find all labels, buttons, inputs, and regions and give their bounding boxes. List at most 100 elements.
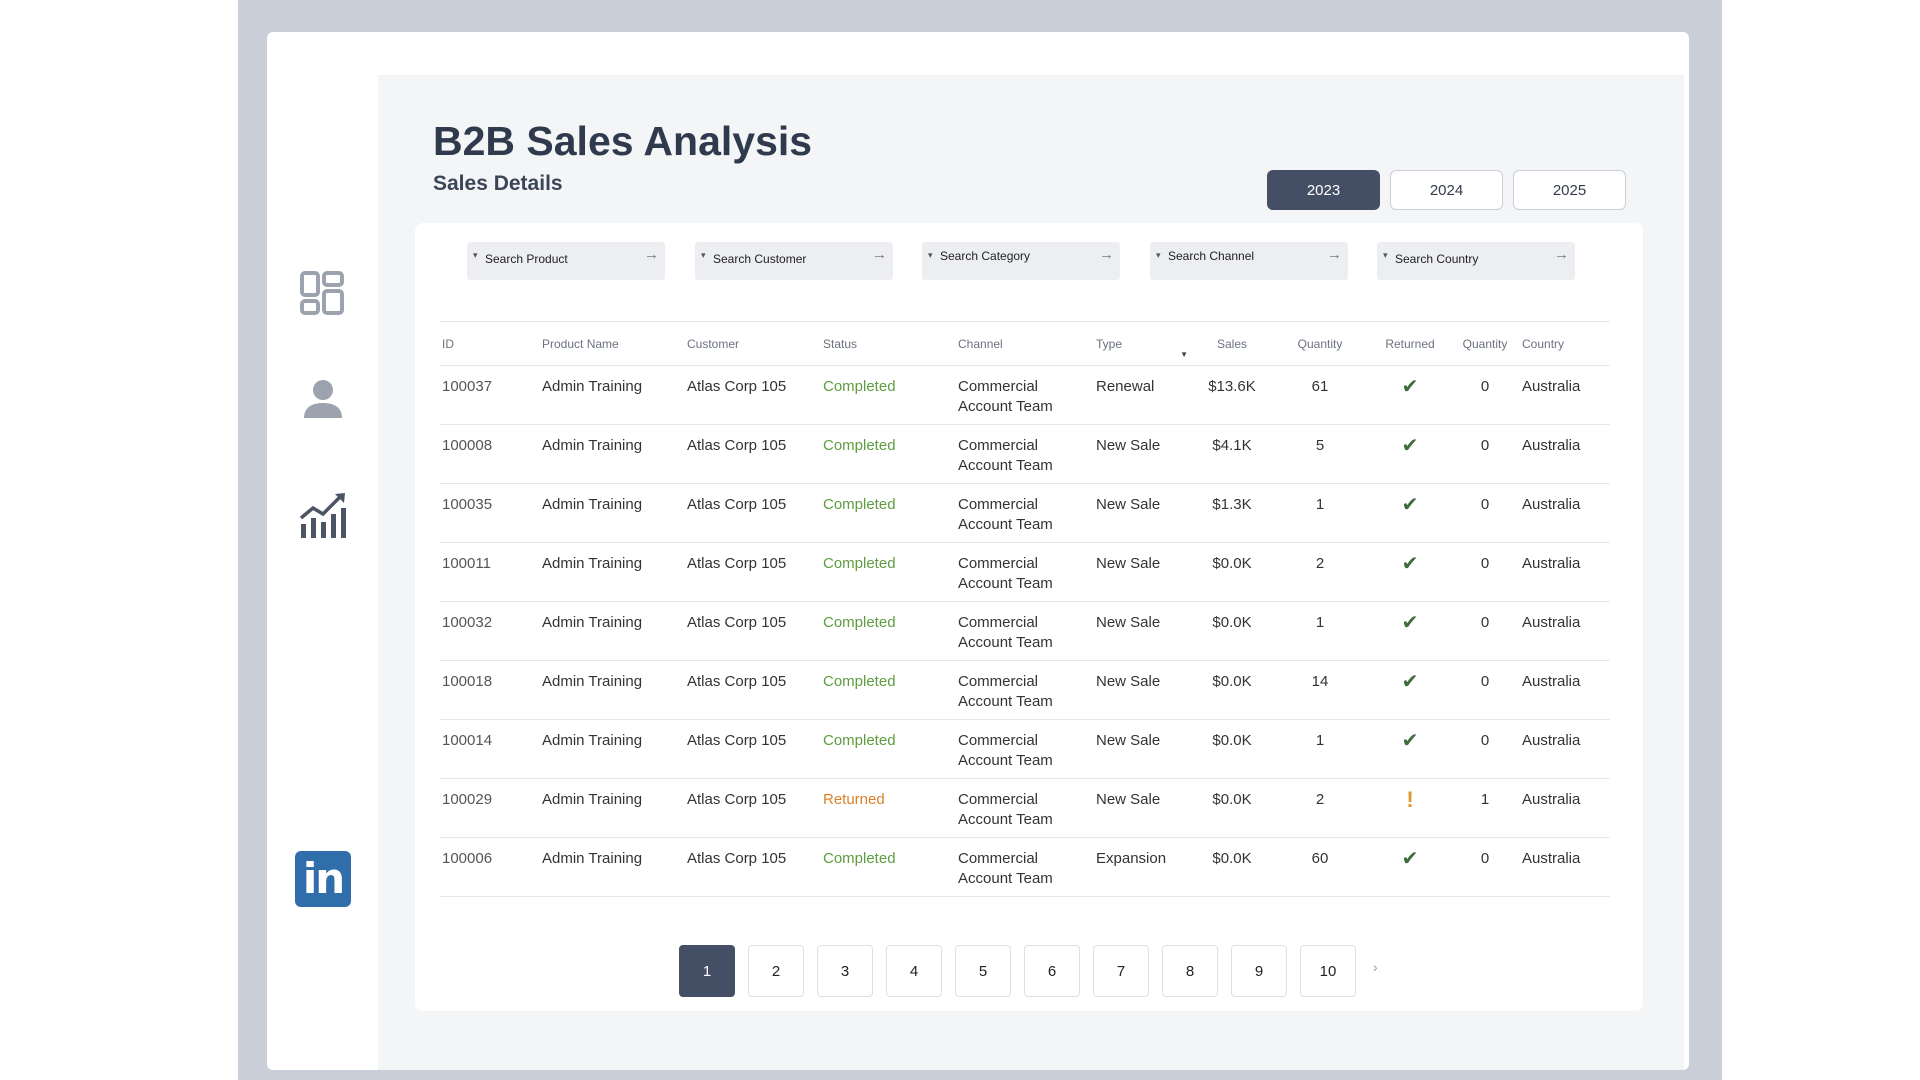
column-header-id[interactable]: ID bbox=[440, 321, 540, 366]
channel-line-2: Account Team bbox=[958, 398, 1053, 415]
check-icon: ✔ bbox=[1401, 848, 1419, 870]
cell-customer: Atlas Corp 105 bbox=[685, 778, 821, 838]
channel-line-1: Commercial bbox=[958, 732, 1039, 749]
page-button-1[interactable]: 1 bbox=[679, 945, 735, 997]
page-subtitle: Sales Details bbox=[433, 172, 563, 195]
cell-product: Admin Training bbox=[540, 719, 685, 779]
table-row[interactable]: 100037 Admin Training Atlas Corp 105 Comple… bbox=[440, 365, 1610, 425]
page-button-6[interactable]: 6 bbox=[1024, 945, 1080, 997]
column-header-type-label: Type bbox=[1096, 336, 1123, 351]
user-icon[interactable] bbox=[297, 374, 349, 426]
chevron-down-icon: ▾ bbox=[1156, 250, 1161, 260]
cell-returned-quantity: 0 bbox=[1450, 424, 1520, 484]
cell-type: New Sale bbox=[1094, 424, 1194, 484]
search-category-input[interactable]: ▾ Search Category → bbox=[922, 242, 1120, 280]
cell-channel: Commercial Account Team bbox=[956, 837, 1094, 897]
table-row[interactable]: 100011 Admin Training Atlas Corp 105 Comple… bbox=[440, 542, 1610, 602]
cell-sales: $0.0K bbox=[1194, 778, 1270, 838]
search-customer-input[interactable]: ▾ Search Customer → bbox=[695, 242, 893, 280]
table-row[interactable]: 100029 Admin Training Atlas Corp 105 Return… bbox=[440, 778, 1610, 838]
year-button-2024[interactable]: 2024 bbox=[1390, 170, 1503, 210]
cell-product: Admin Training bbox=[540, 601, 685, 661]
cell-channel: Commercial Account Team bbox=[956, 660, 1094, 720]
table-row[interactable]: 100006 Admin Training Atlas Corp 105 Comple… bbox=[440, 837, 1610, 897]
column-header-quantity[interactable]: Quantity bbox=[1270, 321, 1370, 366]
column-header-returned-quantity[interactable]: Quantity bbox=[1450, 321, 1520, 366]
cell-product: Admin Training bbox=[540, 365, 685, 425]
cell-channel: Commercial Account Team bbox=[956, 424, 1094, 484]
column-header-status[interactable]: Status bbox=[821, 321, 956, 366]
column-header-country[interactable]: Country bbox=[1520, 321, 1610, 366]
cell-product: Admin Training bbox=[540, 542, 685, 602]
column-header-channel[interactable]: Channel bbox=[956, 321, 1094, 366]
cell-country: Australia bbox=[1520, 424, 1610, 484]
warning-icon: ! bbox=[1406, 787, 1414, 812]
cell-status: Completed bbox=[821, 719, 956, 779]
arrow-right-icon[interactable]: → bbox=[644, 246, 659, 263]
chart-icon[interactable] bbox=[297, 490, 349, 542]
cell-returned: ✔ bbox=[1370, 365, 1450, 425]
search-channel-input[interactable]: ▾ Search Channel → bbox=[1150, 242, 1348, 280]
cell-customer: Atlas Corp 105 bbox=[685, 424, 821, 484]
cell-sales: $0.0K bbox=[1194, 660, 1270, 720]
cell-product: Admin Training bbox=[540, 424, 685, 484]
check-icon: ✔ bbox=[1401, 730, 1419, 752]
linkedin-icon[interactable]: in bbox=[295, 851, 351, 907]
arrow-right-icon[interactable]: → bbox=[1554, 246, 1569, 263]
channel-line-1: Commercial bbox=[958, 496, 1039, 513]
cell-status: Returned bbox=[821, 778, 956, 838]
page-button-3[interactable]: 3 bbox=[817, 945, 873, 997]
arrow-right-icon[interactable]: → bbox=[1099, 246, 1114, 263]
cell-returned: ✔ bbox=[1370, 660, 1450, 720]
column-header-customer[interactable]: Customer bbox=[685, 321, 821, 366]
cell-quantity: 1 bbox=[1270, 601, 1370, 661]
arrow-right-icon[interactable]: → bbox=[1327, 246, 1342, 263]
table-row[interactable]: 100008 Admin Training Atlas Corp 105 Comple… bbox=[440, 424, 1610, 484]
cell-id: 100006 bbox=[440, 837, 540, 897]
arrow-right-icon[interactable]: → bbox=[872, 246, 887, 263]
page-button-4[interactable]: 4 bbox=[886, 945, 942, 997]
column-header-sales[interactable]: Sales bbox=[1194, 321, 1270, 366]
cell-country: Australia bbox=[1520, 542, 1610, 602]
year-button-2025[interactable]: 2025 bbox=[1513, 170, 1626, 210]
page-button-10[interactable]: 10 bbox=[1300, 945, 1356, 997]
cell-status: Completed bbox=[821, 837, 956, 897]
channel-line-2: Account Team bbox=[958, 870, 1053, 887]
cell-type: New Sale bbox=[1094, 778, 1194, 838]
cell-quantity: 2 bbox=[1270, 542, 1370, 602]
channel-line-1: Commercial bbox=[958, 378, 1039, 395]
cell-customer: Atlas Corp 105 bbox=[685, 542, 821, 602]
cell-returned: ✔ bbox=[1370, 601, 1450, 661]
column-header-returned[interactable]: Returned bbox=[1370, 321, 1450, 366]
chevron-down-icon: ▾ bbox=[701, 250, 706, 260]
search-product-input[interactable]: ▾ Search Product → bbox=[467, 242, 665, 280]
page-button-9[interactable]: 9 bbox=[1231, 945, 1287, 997]
check-icon: ✔ bbox=[1401, 376, 1419, 398]
column-header-product[interactable]: Product Name bbox=[540, 321, 685, 366]
channel-line-2: Account Team bbox=[958, 516, 1053, 533]
column-header-type[interactable]: Type ▼ bbox=[1094, 321, 1194, 366]
cell-returned-quantity: 0 bbox=[1450, 837, 1520, 897]
page-button-8[interactable]: 8 bbox=[1162, 945, 1218, 997]
dashboard-icon[interactable] bbox=[297, 268, 349, 320]
table-row[interactable]: 100032 Admin Training Atlas Corp 105 Comple… bbox=[440, 601, 1610, 661]
sort-descending-icon[interactable]: ▼ bbox=[1180, 350, 1188, 359]
page-button-2[interactable]: 2 bbox=[748, 945, 804, 997]
cell-status: Completed bbox=[821, 365, 956, 425]
page-button-5[interactable]: 5 bbox=[955, 945, 1011, 997]
cell-customer: Atlas Corp 105 bbox=[685, 483, 821, 543]
table-row[interactable]: 100035 Admin Training Atlas Corp 105 Comple… bbox=[440, 483, 1610, 543]
cell-customer: Atlas Corp 105 bbox=[685, 719, 821, 779]
table-row[interactable]: 100018 Admin Training Atlas Corp 105 Comple… bbox=[440, 660, 1610, 720]
cell-returned-quantity: 0 bbox=[1450, 601, 1520, 661]
search-country-input[interactable]: ▾ Search Country → bbox=[1377, 242, 1575, 280]
cell-product: Admin Training bbox=[540, 778, 685, 838]
chevron-right-icon[interactable]: › bbox=[1373, 959, 1378, 975]
table-row[interactable]: 100014 Admin Training Atlas Corp 105 Comple… bbox=[440, 719, 1610, 779]
cell-id: 100014 bbox=[440, 719, 540, 779]
cell-status: Completed bbox=[821, 542, 956, 602]
year-button-2023[interactable]: 2023 bbox=[1267, 170, 1380, 210]
channel-line-1: Commercial bbox=[958, 850, 1039, 867]
page-button-7[interactable]: 7 bbox=[1093, 945, 1149, 997]
cell-channel: Commercial Account Team bbox=[956, 483, 1094, 543]
